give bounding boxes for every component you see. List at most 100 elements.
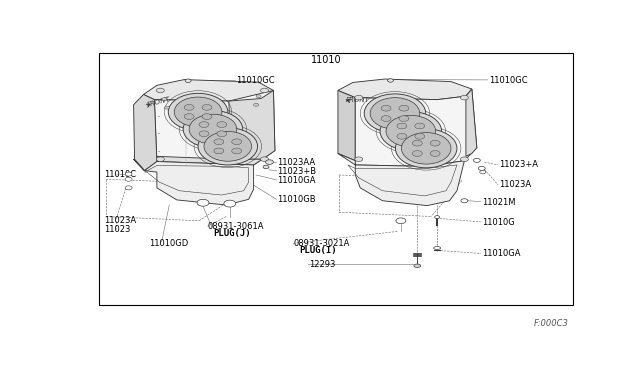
Text: FRONT: FRONT (147, 96, 171, 108)
Ellipse shape (266, 160, 273, 164)
Ellipse shape (125, 177, 132, 181)
Ellipse shape (202, 114, 212, 119)
Ellipse shape (399, 116, 409, 121)
Ellipse shape (460, 157, 468, 161)
Ellipse shape (168, 93, 228, 131)
Ellipse shape (412, 140, 422, 146)
Ellipse shape (415, 123, 425, 129)
Ellipse shape (156, 157, 164, 161)
Ellipse shape (364, 94, 426, 133)
Polygon shape (338, 90, 355, 161)
Text: 11010GC: 11010GC (489, 76, 528, 85)
Ellipse shape (125, 172, 132, 176)
Ellipse shape (232, 139, 242, 145)
Ellipse shape (380, 112, 442, 151)
Text: 11010GD: 11010GD (150, 239, 189, 248)
Text: 11023A: 11023A (499, 180, 531, 189)
Text: PLUG(J): PLUG(J) (213, 229, 250, 238)
Ellipse shape (396, 218, 406, 224)
Ellipse shape (214, 139, 224, 145)
Ellipse shape (415, 134, 425, 139)
Ellipse shape (164, 106, 169, 109)
Ellipse shape (478, 166, 485, 170)
Ellipse shape (430, 151, 440, 156)
Ellipse shape (125, 186, 132, 190)
Ellipse shape (414, 264, 420, 267)
Text: 11010GA: 11010GA (482, 249, 520, 258)
Polygon shape (154, 90, 275, 165)
Bar (99, 53, 573, 305)
Ellipse shape (156, 88, 164, 93)
Text: 11010GC: 11010GC (236, 76, 275, 85)
Text: 11010C: 11010C (104, 170, 136, 179)
Ellipse shape (397, 134, 407, 139)
Text: 11023+B: 11023+B (277, 167, 317, 176)
Ellipse shape (355, 95, 363, 100)
Text: 11023A: 11023A (104, 216, 136, 225)
Ellipse shape (204, 131, 252, 161)
Ellipse shape (355, 157, 363, 161)
Polygon shape (143, 80, 273, 101)
Ellipse shape (399, 105, 409, 111)
Ellipse shape (232, 148, 242, 154)
Polygon shape (338, 79, 472, 100)
Ellipse shape (461, 199, 468, 203)
Ellipse shape (260, 157, 269, 161)
Ellipse shape (184, 105, 194, 110)
Ellipse shape (217, 131, 227, 137)
Ellipse shape (256, 95, 261, 97)
Ellipse shape (263, 165, 269, 169)
Polygon shape (355, 89, 477, 166)
Text: 11023AA: 11023AA (277, 158, 316, 167)
Ellipse shape (174, 97, 222, 127)
Text: F:000C3: F:000C3 (534, 319, 568, 328)
Ellipse shape (217, 122, 227, 128)
Ellipse shape (430, 140, 440, 146)
Ellipse shape (189, 114, 237, 144)
Text: 11010: 11010 (311, 55, 342, 65)
Ellipse shape (184, 114, 194, 119)
Ellipse shape (396, 129, 457, 168)
Text: 11010GB: 11010GB (277, 195, 316, 204)
Ellipse shape (381, 116, 391, 121)
Text: 08931-3021A: 08931-3021A (293, 239, 349, 248)
Ellipse shape (480, 170, 486, 174)
Ellipse shape (162, 97, 167, 100)
Ellipse shape (401, 132, 451, 164)
Ellipse shape (474, 158, 480, 162)
Ellipse shape (224, 200, 236, 207)
Text: 11010GA: 11010GA (277, 176, 316, 185)
Ellipse shape (199, 122, 209, 128)
Text: 11023: 11023 (104, 225, 130, 234)
Ellipse shape (185, 79, 191, 83)
Polygon shape (134, 159, 253, 205)
Ellipse shape (214, 148, 224, 154)
Ellipse shape (199, 131, 209, 137)
Text: 08931-3061A: 08931-3061A (208, 222, 264, 231)
Polygon shape (134, 94, 157, 171)
Polygon shape (157, 156, 262, 165)
Ellipse shape (260, 88, 269, 93)
Text: 11023+A: 11023+A (499, 160, 538, 169)
Ellipse shape (197, 199, 209, 206)
Text: 11021M: 11021M (482, 198, 515, 207)
Ellipse shape (412, 151, 422, 156)
Ellipse shape (460, 95, 468, 100)
Ellipse shape (183, 110, 243, 148)
Polygon shape (466, 89, 477, 156)
Text: 12293: 12293 (309, 260, 335, 269)
Text: PLUG(I): PLUG(I) (300, 246, 337, 255)
Ellipse shape (381, 105, 391, 111)
Ellipse shape (198, 128, 257, 165)
Ellipse shape (386, 115, 436, 147)
Polygon shape (338, 154, 465, 206)
Ellipse shape (388, 79, 394, 82)
Ellipse shape (435, 216, 440, 218)
Text: 11010G: 11010G (482, 218, 515, 227)
Ellipse shape (434, 247, 440, 250)
Ellipse shape (253, 103, 259, 106)
Ellipse shape (202, 105, 212, 110)
Ellipse shape (397, 123, 407, 129)
Ellipse shape (370, 97, 420, 129)
Polygon shape (229, 90, 275, 159)
